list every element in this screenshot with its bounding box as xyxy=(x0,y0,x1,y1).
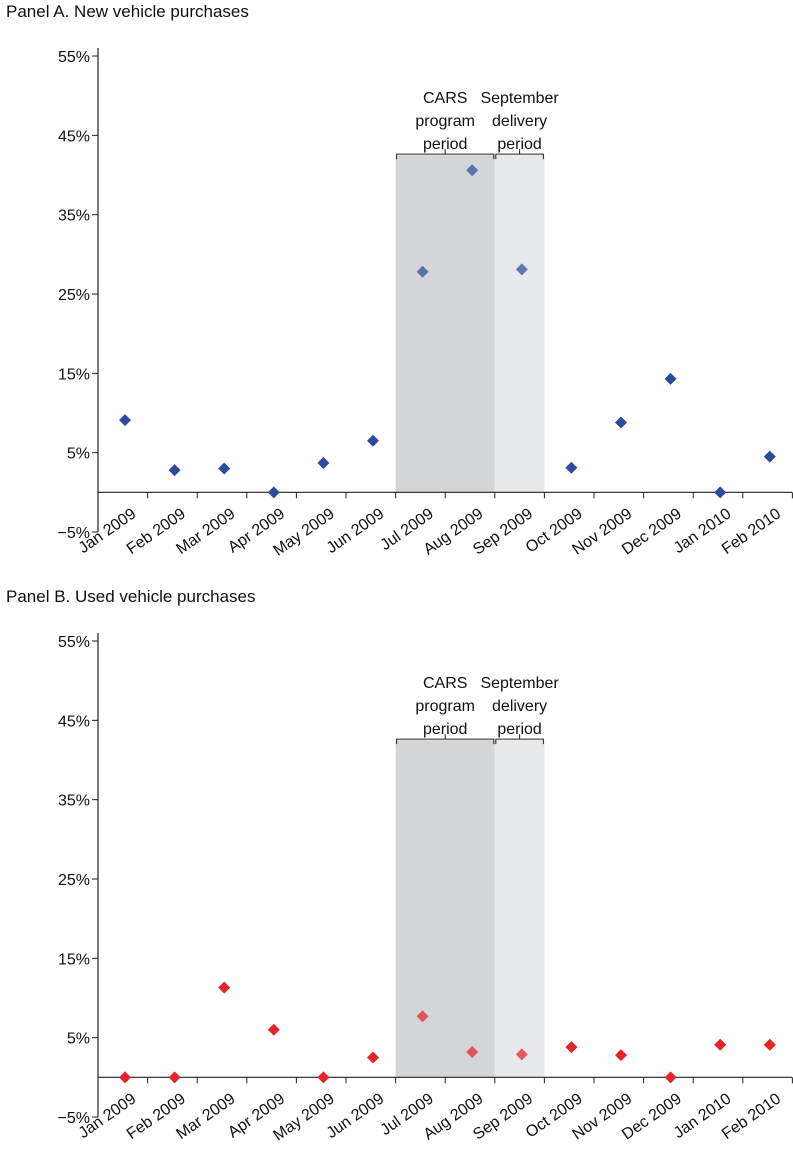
y-tick-label: −5% xyxy=(58,1110,90,1127)
september-period-label: September xyxy=(480,90,559,107)
y-tick-labels: 55% 45% 35% 25% 15% 5% −5% xyxy=(58,49,98,542)
y-tick-labels: 55% 45% 35% 25% 15% 5% −5% xyxy=(58,634,98,1127)
cars-period-label: CARS xyxy=(423,90,467,107)
data-point xyxy=(565,1041,578,1054)
september-period-label: September xyxy=(480,675,559,692)
data-point xyxy=(615,1049,627,1062)
data-point xyxy=(714,1038,727,1051)
data-point xyxy=(218,462,231,475)
data-point xyxy=(466,1045,479,1058)
panel-a-chart: CARS program period September delivery period… xyxy=(58,48,793,560)
cars-period-bracket xyxy=(396,734,495,745)
y-tick-label: 15% xyxy=(58,951,90,968)
data-point xyxy=(119,414,131,427)
cars-period-label: period xyxy=(423,136,467,153)
september-period-label: delivery xyxy=(492,698,547,715)
panel-b: Panel B. Used vehicle purchases CARS prog… xyxy=(0,585,793,1151)
panel-a: Panel A. New vehicle purchases CARS progr… xyxy=(0,0,793,575)
data-point xyxy=(565,461,578,474)
cars-period-label: CARS xyxy=(423,675,467,692)
data-point xyxy=(714,486,727,499)
y-tick-label: 5% xyxy=(67,1031,90,1048)
data-point xyxy=(515,263,528,276)
data-point xyxy=(515,1048,528,1061)
data-point xyxy=(119,1071,131,1084)
panel-b-chart: CARS program period September delivery period… xyxy=(58,633,793,1145)
y-tick-label: 25% xyxy=(58,287,90,304)
y-tick-label: 45% xyxy=(58,713,90,730)
data-point xyxy=(416,265,429,278)
panel-a-title: Panel A. New vehicle purchases xyxy=(6,2,249,21)
september-period-label: period xyxy=(497,721,541,738)
data-point xyxy=(267,486,280,499)
data-point xyxy=(367,1051,379,1064)
cars-period-shade xyxy=(395,155,495,493)
september-period-bracket xyxy=(495,149,544,160)
data-point xyxy=(317,1071,330,1084)
y-tick-label: 35% xyxy=(58,208,90,225)
data-point xyxy=(168,1071,181,1084)
shaded-periods: CARS program period September delivery period xyxy=(395,675,559,1078)
cars-period-label: program xyxy=(415,698,475,715)
data-point xyxy=(367,434,379,447)
september-period-label: period xyxy=(497,136,541,153)
y-tick-label: 15% xyxy=(58,366,90,383)
september-period-label: delivery xyxy=(492,113,547,130)
y-tick-label: 45% xyxy=(58,128,90,145)
data-point xyxy=(763,1038,776,1051)
data-point xyxy=(615,416,627,429)
y-tick-label: 5% xyxy=(67,446,90,463)
y-tick-label: 25% xyxy=(58,872,90,889)
cars-period-label: period xyxy=(423,721,467,738)
cars-period-bracket xyxy=(396,149,495,160)
data-point xyxy=(664,1071,677,1084)
panel-b-title: Panel B. Used vehicle purchases xyxy=(6,587,256,606)
y-tick-label: 55% xyxy=(58,49,90,66)
data-points xyxy=(119,164,776,499)
data-point xyxy=(763,450,776,463)
cars-period-shade xyxy=(395,740,495,1078)
y-tick-label: 35% xyxy=(58,793,90,810)
data-point xyxy=(416,1010,429,1023)
data-point xyxy=(466,164,479,177)
september-period-shade xyxy=(494,740,545,1078)
data-point xyxy=(218,981,231,994)
shaded-periods: CARS program period September delivery period xyxy=(395,90,559,493)
data-point xyxy=(267,1023,280,1036)
cars-period-label: program xyxy=(415,113,475,130)
september-period-bracket xyxy=(495,734,544,745)
september-period-shade xyxy=(494,155,545,493)
y-tick-label: −5% xyxy=(58,525,90,542)
data-points xyxy=(119,981,776,1084)
data-point xyxy=(664,372,677,385)
y-tick-label: 55% xyxy=(58,634,90,651)
data-point xyxy=(168,464,181,477)
data-point xyxy=(317,456,330,469)
